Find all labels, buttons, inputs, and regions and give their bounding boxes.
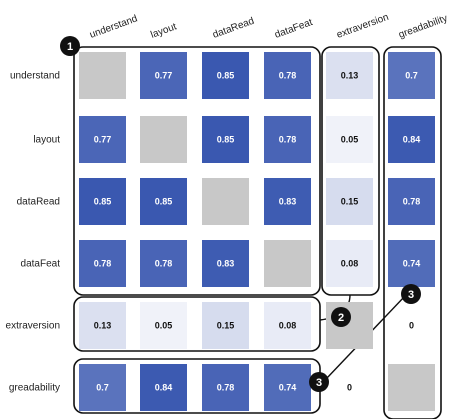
cell-value-label: 0.84 [155,383,173,393]
row-label: layout [33,135,60,146]
column-labels: understand layout dataRead dataFeat extraver… [88,12,449,41]
svg-text:3: 3 [316,377,322,389]
diagonal-cell [202,178,249,225]
cell-value-label: 0.83 [279,197,297,207]
cell-value-label: 0.05 [155,321,173,331]
cell-value-label: 0.05 [341,135,359,145]
heatmap-cell [202,116,249,163]
heatmap-cell [264,52,311,99]
heatmap-cell [388,178,435,225]
cell-value-label: 0.15 [217,321,235,331]
heatmap-cell [326,240,373,287]
cell-value-label: 0.13 [341,71,359,81]
row-labels: understand layout dataRead dataFeat extraver… [6,71,61,394]
cell-value-label: 0.7 [96,383,109,393]
cell-value-label: 0.85 [155,197,173,207]
diagonal-cell [388,364,435,411]
column-label: dataFeat [273,17,314,41]
cell-value-label: 0.85 [217,71,235,81]
group-3-column-outline [383,46,442,419]
diagonal-cell [264,240,311,287]
heatmap-cell [326,116,373,163]
heatmap-cell [202,364,249,411]
cell-value-label: 0.78 [155,259,173,269]
heatmap-cell [264,364,311,411]
cell-value-label: 0.78 [217,383,235,393]
heatmap-cell [264,116,311,163]
row-label: greadability [9,383,60,394]
heatmap-cell [326,178,373,225]
cell-value-label: 0.7 [405,71,418,81]
column-label: extraversion [335,12,390,41]
row-label: dataFeat [21,259,61,270]
cell-value-label: 0.74 [403,259,421,269]
annotation-badge-3: 3 [401,284,421,304]
cell-value-label: 0.78 [279,135,297,145]
row-label: extraversion [6,321,60,332]
heatmap-cell [79,116,126,163]
diagonal-cell [140,116,187,163]
heatmap-cell [202,52,249,99]
heatmap-cell [202,302,249,349]
column-label: greadability [397,13,449,41]
cell-value-label: 0.77 [155,71,173,81]
heatmap-cell [140,240,187,287]
cell-value-label: 0 [409,321,414,331]
cell-value-label: 0.85 [217,135,235,145]
cell-value-label: 0.15 [341,197,359,207]
cell-value-label: 0.13 [94,321,112,331]
heatmap-cell [79,302,126,349]
heatmap-cell [140,52,187,99]
diagonal-cell [326,302,373,349]
cell-value-label: 0.83 [217,259,235,269]
column-label: layout [149,21,178,41]
group-1-outline [73,46,321,296]
heatmap-cell [202,240,249,287]
heatmap-cell [388,116,435,163]
cell-value-label: 0.78 [94,259,112,269]
svg-text:1: 1 [67,41,73,53]
svg-text:2: 2 [338,312,344,324]
heatmap-cell [264,302,311,349]
annotation-badge-2: 2 [331,307,351,327]
annotation-groups [73,46,442,419]
column-label: dataRead [211,16,256,41]
heatmap-cell [79,364,126,411]
heatmap-cell [326,52,373,99]
cell-value-label: 0.78 [403,197,421,207]
row-label: understand [10,71,60,82]
annotation-badges: 1 2 3 3 [60,36,421,392]
column-label: understand [88,13,139,40]
cell-value-label: 0 [347,383,352,393]
heatmap-cell [79,178,126,225]
heatmap-cell [79,240,126,287]
cell-value-label: 0.08 [279,321,297,331]
cell-value-label: 0.84 [403,135,421,145]
diagonal-cell [79,52,126,99]
svg-text:3: 3 [408,289,414,301]
heatmap-cell [388,240,435,287]
cell-value-label: 0.08 [341,259,359,269]
heatmap-cell [140,178,187,225]
group-2-row-outline [73,296,321,352]
heatmap-cell [140,364,187,411]
cell-value-label: 0.77 [94,135,112,145]
cell-value-label: 0.85 [94,197,112,207]
cell-value-label: 0.74 [279,383,297,393]
heatmap-cells: 0.77 0.85 0.78 0.13 0.7 0.77 0.85 0.78 0.05 0.84 0… [79,52,435,411]
heatmap-cell [388,52,435,99]
row-label: dataRead [17,197,60,208]
cell-value-label: 0.78 [279,71,297,81]
heatmap-cell [264,178,311,225]
heatmap-cell [140,302,187,349]
annotation-badge-1: 1 [60,36,80,56]
annotation-badge-3: 3 [309,372,329,392]
